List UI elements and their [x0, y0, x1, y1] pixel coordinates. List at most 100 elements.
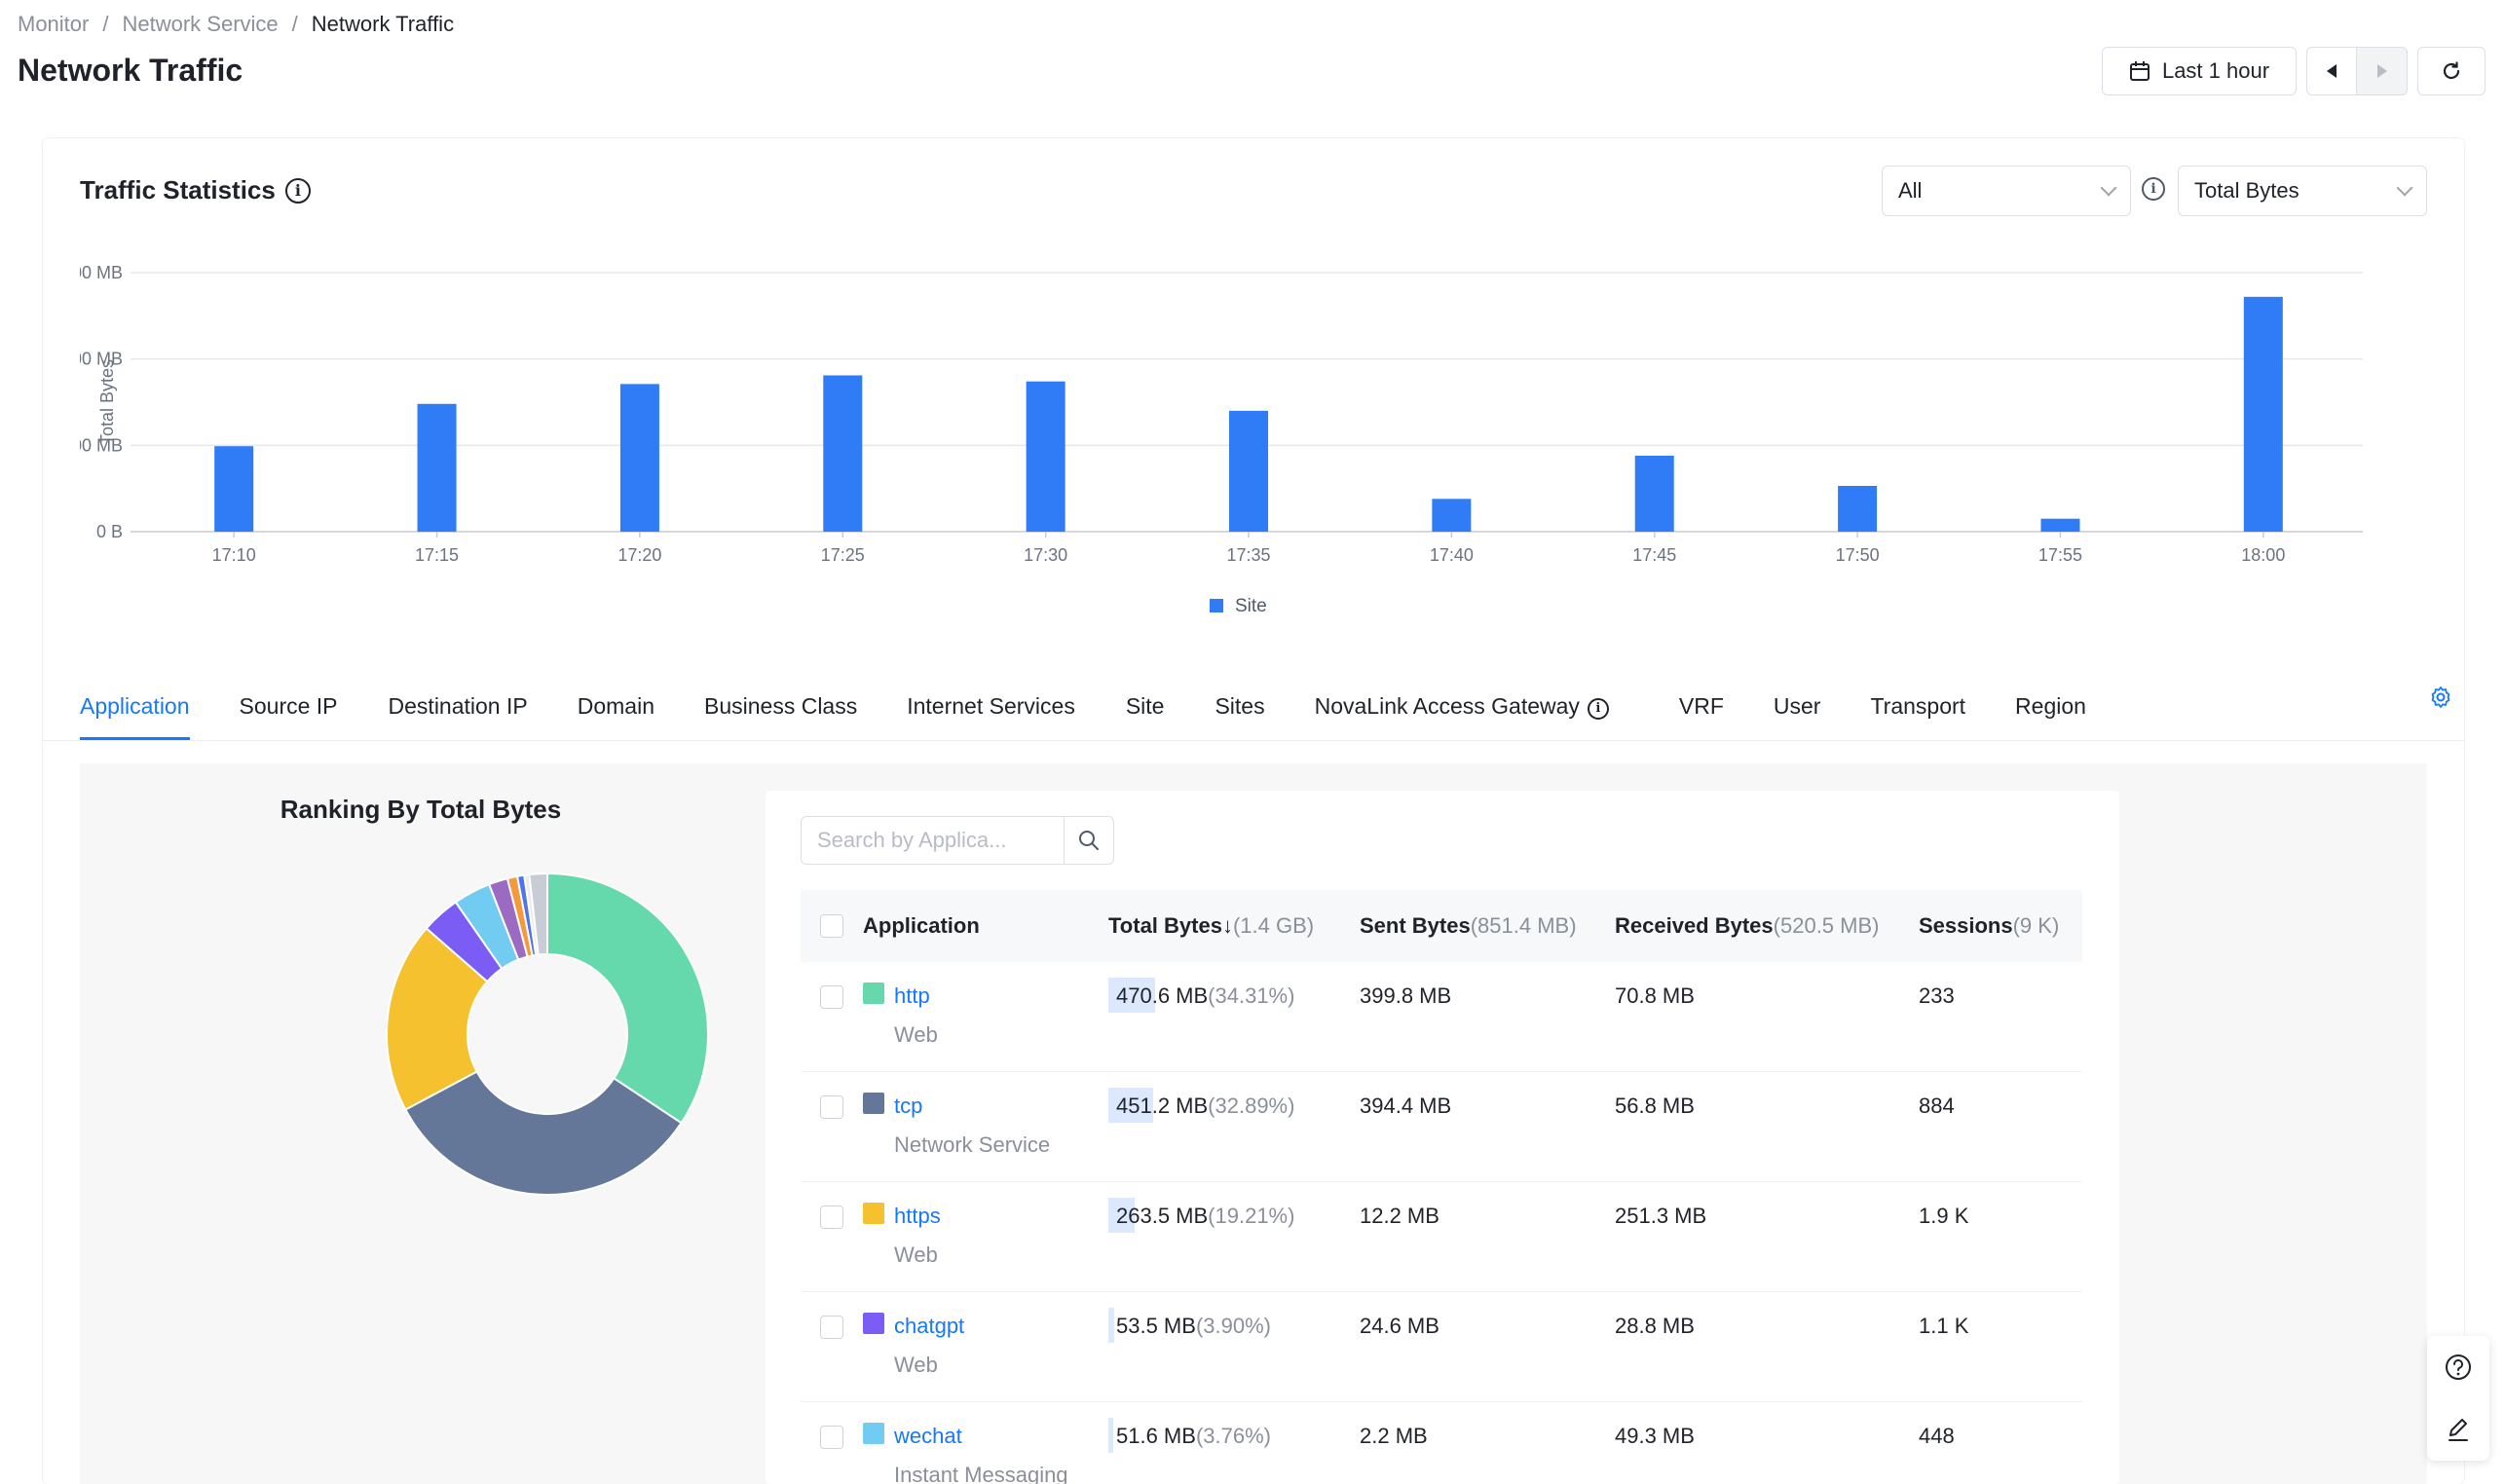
row-checkbox[interactable]	[820, 985, 843, 1009]
row-checkbox[interactable]	[820, 1206, 843, 1229]
bar[interactable]	[2040, 518, 2080, 532]
received-bytes-cell: 28.8 MB	[1615, 1314, 1695, 1338]
filter-select[interactable]: All	[1882, 166, 2131, 216]
donut-slice[interactable]	[528, 872, 548, 956]
x-tick-label: 17:50	[1836, 545, 1880, 565]
next-period-button[interactable]	[2357, 47, 2408, 95]
col-application[interactable]: Application	[863, 913, 980, 938]
application-category: Web	[894, 1243, 938, 1267]
x-tick-label: 17:15	[415, 545, 459, 565]
tab-user[interactable]: User	[1774, 682, 1821, 740]
bar[interactable]	[1026, 381, 1066, 532]
application-link[interactable]: tcp	[894, 1094, 923, 1118]
table-row[interactable]: wechat Instant Messaging 51.6 MB(3.76%) 2.2…	[801, 1402, 2082, 1484]
total-bytes-percent: (32.89%)	[1208, 1094, 1295, 1118]
tab-label: NovaLink Access Gateway	[1314, 693, 1580, 719]
col-sent-bytes[interactable]: Sent Bytes(851.4 MB)	[1360, 913, 1577, 938]
table-header: Application Total Bytes↓(1.4 GB) Sent By…	[801, 890, 2082, 962]
sessions-cell: 448	[1919, 1424, 1955, 1448]
bar[interactable]	[417, 403, 457, 532]
bar[interactable]	[1432, 499, 1472, 532]
sent-bytes-cell: 394.4 MB	[1360, 1094, 1452, 1118]
total-bytes-percent: (34.31%)	[1208, 983, 1295, 1008]
refresh-icon	[2443, 61, 2460, 80]
x-tick-label: 17:25	[821, 545, 865, 565]
search-button[interactable]	[1064, 816, 1114, 865]
tab-site[interactable]: Site	[1126, 682, 1165, 740]
tab-region[interactable]: Region	[2015, 682, 2086, 740]
tab-novalink-access-gateway[interactable]: NovaLink Access Gateway i	[1315, 682, 1609, 740]
col-total-bytes[interactable]: Total Bytes↓(1.4 GB)	[1108, 913, 1315, 938]
total-bytes-cell: 451.2 MB(32.89%)	[1108, 1088, 1360, 1123]
bar[interactable]	[214, 446, 254, 532]
breadcrumb-network-service[interactable]: Network Service	[122, 12, 279, 36]
tab-business-class[interactable]: Business Class	[704, 682, 857, 740]
x-tick-label: 17:45	[1632, 545, 1676, 565]
row-checkbox[interactable]	[820, 1095, 843, 1119]
donut-slice[interactable]	[403, 1070, 683, 1196]
time-nav-group	[2306, 47, 2408, 95]
col-sessions[interactable]: Sessions(9 K)	[1919, 913, 2060, 938]
select-all-checkbox[interactable]	[820, 914, 843, 938]
bar[interactable]	[1838, 486, 1878, 532]
time-range-button[interactable]: Last 1 hour	[2102, 47, 2297, 95]
caret-left-icon	[2327, 64, 2337, 78]
application-link[interactable]: https	[894, 1204, 941, 1228]
total-bytes-percent: (3.90%)	[1195, 1314, 1271, 1338]
table-row[interactable]: tcp Network Service 451.2 MB(32.89%) 394.4 …	[801, 1072, 2082, 1182]
x-tick-label: 17:55	[2038, 545, 2082, 565]
share-bar	[1108, 1198, 1135, 1233]
previous-period-button[interactable]	[2306, 47, 2357, 95]
bar[interactable]	[619, 384, 659, 532]
table-row[interactable]: http Web 470.6 MB(34.31%) 399.8 MB 70.8 MB 23…	[801, 962, 2082, 1072]
received-bytes-cell: 70.8 MB	[1615, 983, 1695, 1008]
table-row[interactable]: chatgpt Web 53.5 MB(3.90%) 24.6 MB 28.8 MB 1.…	[801, 1292, 2082, 1402]
application-link[interactable]: chatgpt	[894, 1314, 965, 1338]
refresh-button[interactable]	[2417, 47, 2486, 95]
info-icon: i	[1587, 697, 1609, 720]
tab-domain[interactable]: Domain	[578, 682, 654, 740]
bar[interactable]	[823, 375, 863, 532]
donut-slice[interactable]	[386, 926, 489, 1111]
tab-label: Region	[2015, 693, 2086, 719]
sessions-cell: 233	[1919, 983, 1955, 1008]
gear-icon[interactable]	[2429, 686, 2452, 709]
y-tick-label: 100 MB	[80, 435, 123, 455]
table-row[interactable]: https Web 263.5 MB(19.21%) 12.2 MB 251.3 MB 1…	[801, 1182, 2082, 1292]
help-icon[interactable]	[2444, 1353, 2473, 1382]
breadcrumb-monitor[interactable]: Monitor	[18, 12, 90, 36]
bar[interactable]	[1229, 410, 1268, 532]
sort-desc-icon: ↓	[1221, 913, 1233, 938]
total-bytes-value: 451.2 MB	[1116, 1094, 1209, 1118]
bar[interactable]	[2243, 296, 2283, 532]
x-tick-label: 17:10	[212, 545, 256, 565]
metric-info-icon[interactable]: i	[2142, 177, 2165, 201]
col-received-bytes[interactable]: Received Bytes(520.5 MB)	[1615, 913, 1880, 938]
info-icon[interactable]: i	[284, 177, 311, 204]
x-tick-label: 17:40	[1430, 545, 1474, 565]
search-input[interactable]	[801, 816, 1064, 865]
tab-transport[interactable]: Transport	[1870, 682, 1965, 740]
tab-sites[interactable]: Sites	[1215, 682, 1264, 740]
row-checkbox[interactable]	[820, 1426, 843, 1449]
tab-vrf[interactable]: VRF	[1679, 682, 1724, 740]
metric-select[interactable]: Total Bytes	[2178, 166, 2427, 216]
tab-label: VRF	[1678, 693, 1724, 719]
donut-slice[interactable]	[546, 872, 709, 1125]
tab-source-ip[interactable]: Source IP	[240, 682, 338, 740]
application-link[interactable]: wechat	[894, 1424, 962, 1448]
tab-destination-ip[interactable]: Destination IP	[389, 682, 528, 740]
application-link[interactable]: http	[894, 983, 930, 1008]
x-tick-label: 17:30	[1024, 545, 1067, 565]
table-body: http Web 470.6 MB(34.31%) 399.8 MB 70.8 MB 23…	[801, 962, 2082, 1484]
bar[interactable]	[1634, 455, 1674, 532]
edit-icon[interactable]	[2444, 1415, 2473, 1444]
tab-application[interactable]: Application	[80, 682, 190, 740]
row-checkbox[interactable]	[820, 1316, 843, 1339]
chart-legend[interactable]: Site	[1210, 596, 1267, 616]
dimension-tabs: Application Source IP Destination IP Domain…	[80, 682, 2086, 740]
calendar-icon	[2129, 61, 2150, 81]
total-bytes-cell: 51.6 MB(3.76%)	[1108, 1418, 1360, 1453]
tab-internet-services[interactable]: Internet Services	[907, 682, 1075, 740]
header-controls: Last 1 hour	[2102, 47, 2486, 95]
